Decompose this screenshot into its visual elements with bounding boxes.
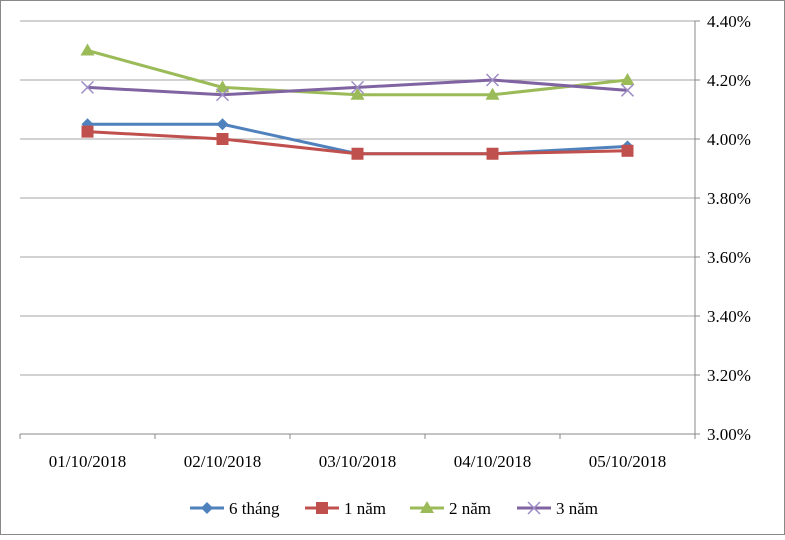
data-point (620, 83, 635, 97)
legend-marker (527, 501, 541, 515)
legend-marker (420, 501, 434, 513)
legend-item: 2 năm (410, 499, 491, 518)
legend-label: 6 tháng (229, 499, 280, 518)
legend-label: 2 năm (449, 499, 491, 518)
y-tick-label: 3.80% (707, 189, 751, 208)
data-point (620, 73, 635, 85)
data-point (485, 87, 500, 100)
legend-item: 3 năm (517, 499, 598, 518)
y-tick-label: 3.40% (707, 307, 751, 326)
data-point (486, 147, 499, 160)
legend-label: 1 năm (344, 499, 386, 518)
y-tick-label: 3.60% (707, 248, 751, 267)
legend-label: 3 năm (556, 499, 598, 518)
data-point (216, 118, 229, 131)
legend-item: 6 tháng (190, 499, 280, 518)
data-point (350, 80, 365, 94)
series-2 (80, 43, 635, 100)
data-point (621, 144, 634, 157)
legend-marker (201, 502, 213, 514)
x-tick-label: 01/10/2018 (49, 452, 126, 471)
x-tick-label: 02/10/2018 (184, 452, 261, 471)
x-tick-label: 03/10/2018 (319, 452, 396, 471)
data-point (80, 43, 95, 56)
data-point (485, 73, 500, 87)
legend-item: 1 năm (305, 499, 386, 518)
data-point (351, 147, 364, 160)
data-point (350, 87, 365, 100)
legend-marker (316, 502, 328, 514)
data-point (216, 133, 229, 145)
data-point (215, 88, 230, 102)
y-tick-label: 4.40% (707, 12, 751, 31)
series-1 (81, 125, 634, 160)
x-tick-label: 05/10/2018 (589, 452, 666, 471)
y-tick-label: 3.00% (707, 425, 751, 444)
y-tick-label: 4.20% (707, 71, 751, 90)
data-point (81, 125, 94, 138)
x-tick-label: 04/10/2018 (454, 452, 531, 471)
data-point (215, 80, 230, 93)
series-3 (80, 73, 635, 102)
y-tick-label: 4.00% (707, 130, 751, 149)
data-point (80, 80, 95, 94)
y-tick-label: 3.20% (707, 366, 751, 385)
